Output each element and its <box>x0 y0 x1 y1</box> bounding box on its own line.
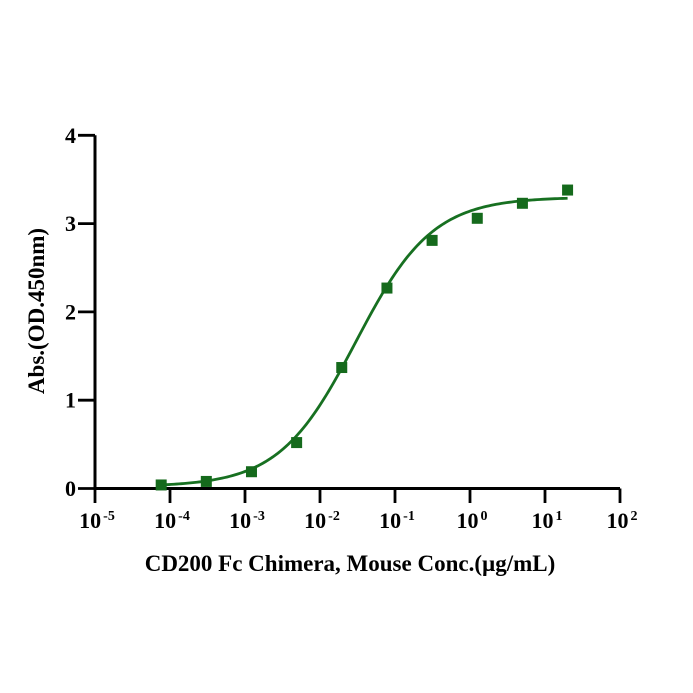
x-axis-title: CD200 Fc Chimera, Mouse Conc.(µg/mL) <box>144 551 556 576</box>
data-point-marker <box>155 479 167 491</box>
y-tick-label: 2 <box>65 299 76 324</box>
x-tick-label: 10 2 <box>607 508 638 533</box>
axis-frame <box>93 135 620 490</box>
y-tick-label: 1 <box>65 388 76 413</box>
data-point-marker <box>291 437 303 449</box>
data-point-marker <box>336 362 348 374</box>
x-tick-label: 10 0 <box>457 508 488 533</box>
data-point-marker <box>200 475 212 487</box>
dose-response-fit-curve <box>161 196 568 487</box>
data-point-marker <box>381 282 393 294</box>
y-axis-ticks: 0 1 2 3 4 <box>65 123 95 501</box>
x-tick-label: 10 -2 <box>304 508 340 533</box>
y-tick-label: 0 <box>65 476 76 501</box>
x-tick-label: 10 -1 <box>379 508 415 533</box>
x-axis-ticks: 10 -5 10 -4 10 -3 10 -2 10 -1 10 0 10 1 10 2 <box>79 488 638 533</box>
data-point-marker <box>471 212 483 224</box>
data-point-marker <box>562 184 574 196</box>
data-point-markers <box>155 184 574 491</box>
x-tick-label: 10 -3 <box>229 508 265 533</box>
x-tick-label: 10 1 <box>532 508 563 533</box>
y-axis-title: Abs.(OD.450nm) <box>24 227 49 395</box>
y-tick-label: 3 <box>65 211 76 236</box>
data-point-marker <box>426 234 438 246</box>
data-point-marker <box>245 466 257 478</box>
x-tick-label: 10 -4 <box>154 508 190 533</box>
y-tick-label: 4 <box>65 123 76 148</box>
x-tick-label: 10 -5 <box>79 508 115 533</box>
axes <box>93 135 620 490</box>
data-point-marker <box>516 197 528 209</box>
